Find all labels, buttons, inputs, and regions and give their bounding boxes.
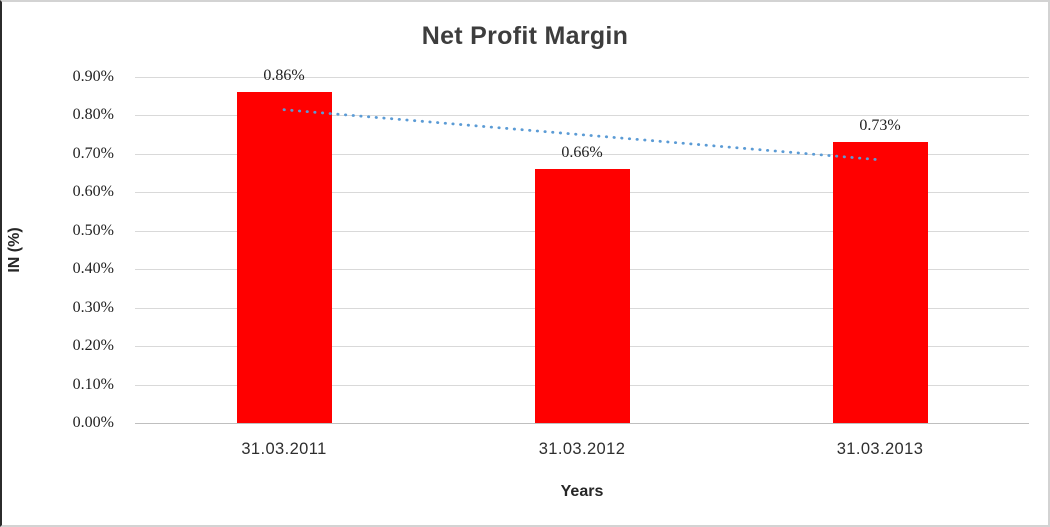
y-tick-label: 0.20% xyxy=(72,337,114,355)
data-label: 0.66% xyxy=(561,144,603,162)
y-tick-label: 0.10% xyxy=(72,375,114,393)
gridline xyxy=(135,77,1029,78)
bar-31.03.2011 xyxy=(236,92,332,423)
x-tick-label: 31.03.2011 xyxy=(241,440,327,458)
gridline xyxy=(135,115,1029,117)
y-tick-label: 0.80% xyxy=(72,106,114,124)
y-tick-label: 0.40% xyxy=(72,260,114,278)
y-axis-title: IN (%) xyxy=(6,227,23,273)
y-tick-label: 0.30% xyxy=(72,298,114,316)
bar-31.03.2013 xyxy=(832,142,928,423)
y-tick-label: 0.70% xyxy=(72,144,114,162)
x-axis-line xyxy=(135,423,1029,424)
chart-title: Net Profit Margin xyxy=(421,22,629,50)
data-label: 0.86% xyxy=(263,67,305,85)
bar-31.03.2012 xyxy=(534,169,630,423)
x-tick-label: 31.03.2012 xyxy=(538,440,626,458)
y-tick-label: 0.90% xyxy=(72,68,114,85)
y-tick-label: 0.00% xyxy=(72,414,114,431)
x-axis-title: Years xyxy=(560,483,604,500)
gridline xyxy=(135,153,1029,155)
data-label: 0.73% xyxy=(859,117,901,135)
trendline xyxy=(282,108,880,162)
y-tick-label: 0.60% xyxy=(72,183,114,201)
x-tick-label: 31.03.2013 xyxy=(836,440,924,458)
plot-area: 0.86% 0.66% 0.73% xyxy=(135,67,1029,424)
y-tick-label: 0.50% xyxy=(72,221,114,239)
